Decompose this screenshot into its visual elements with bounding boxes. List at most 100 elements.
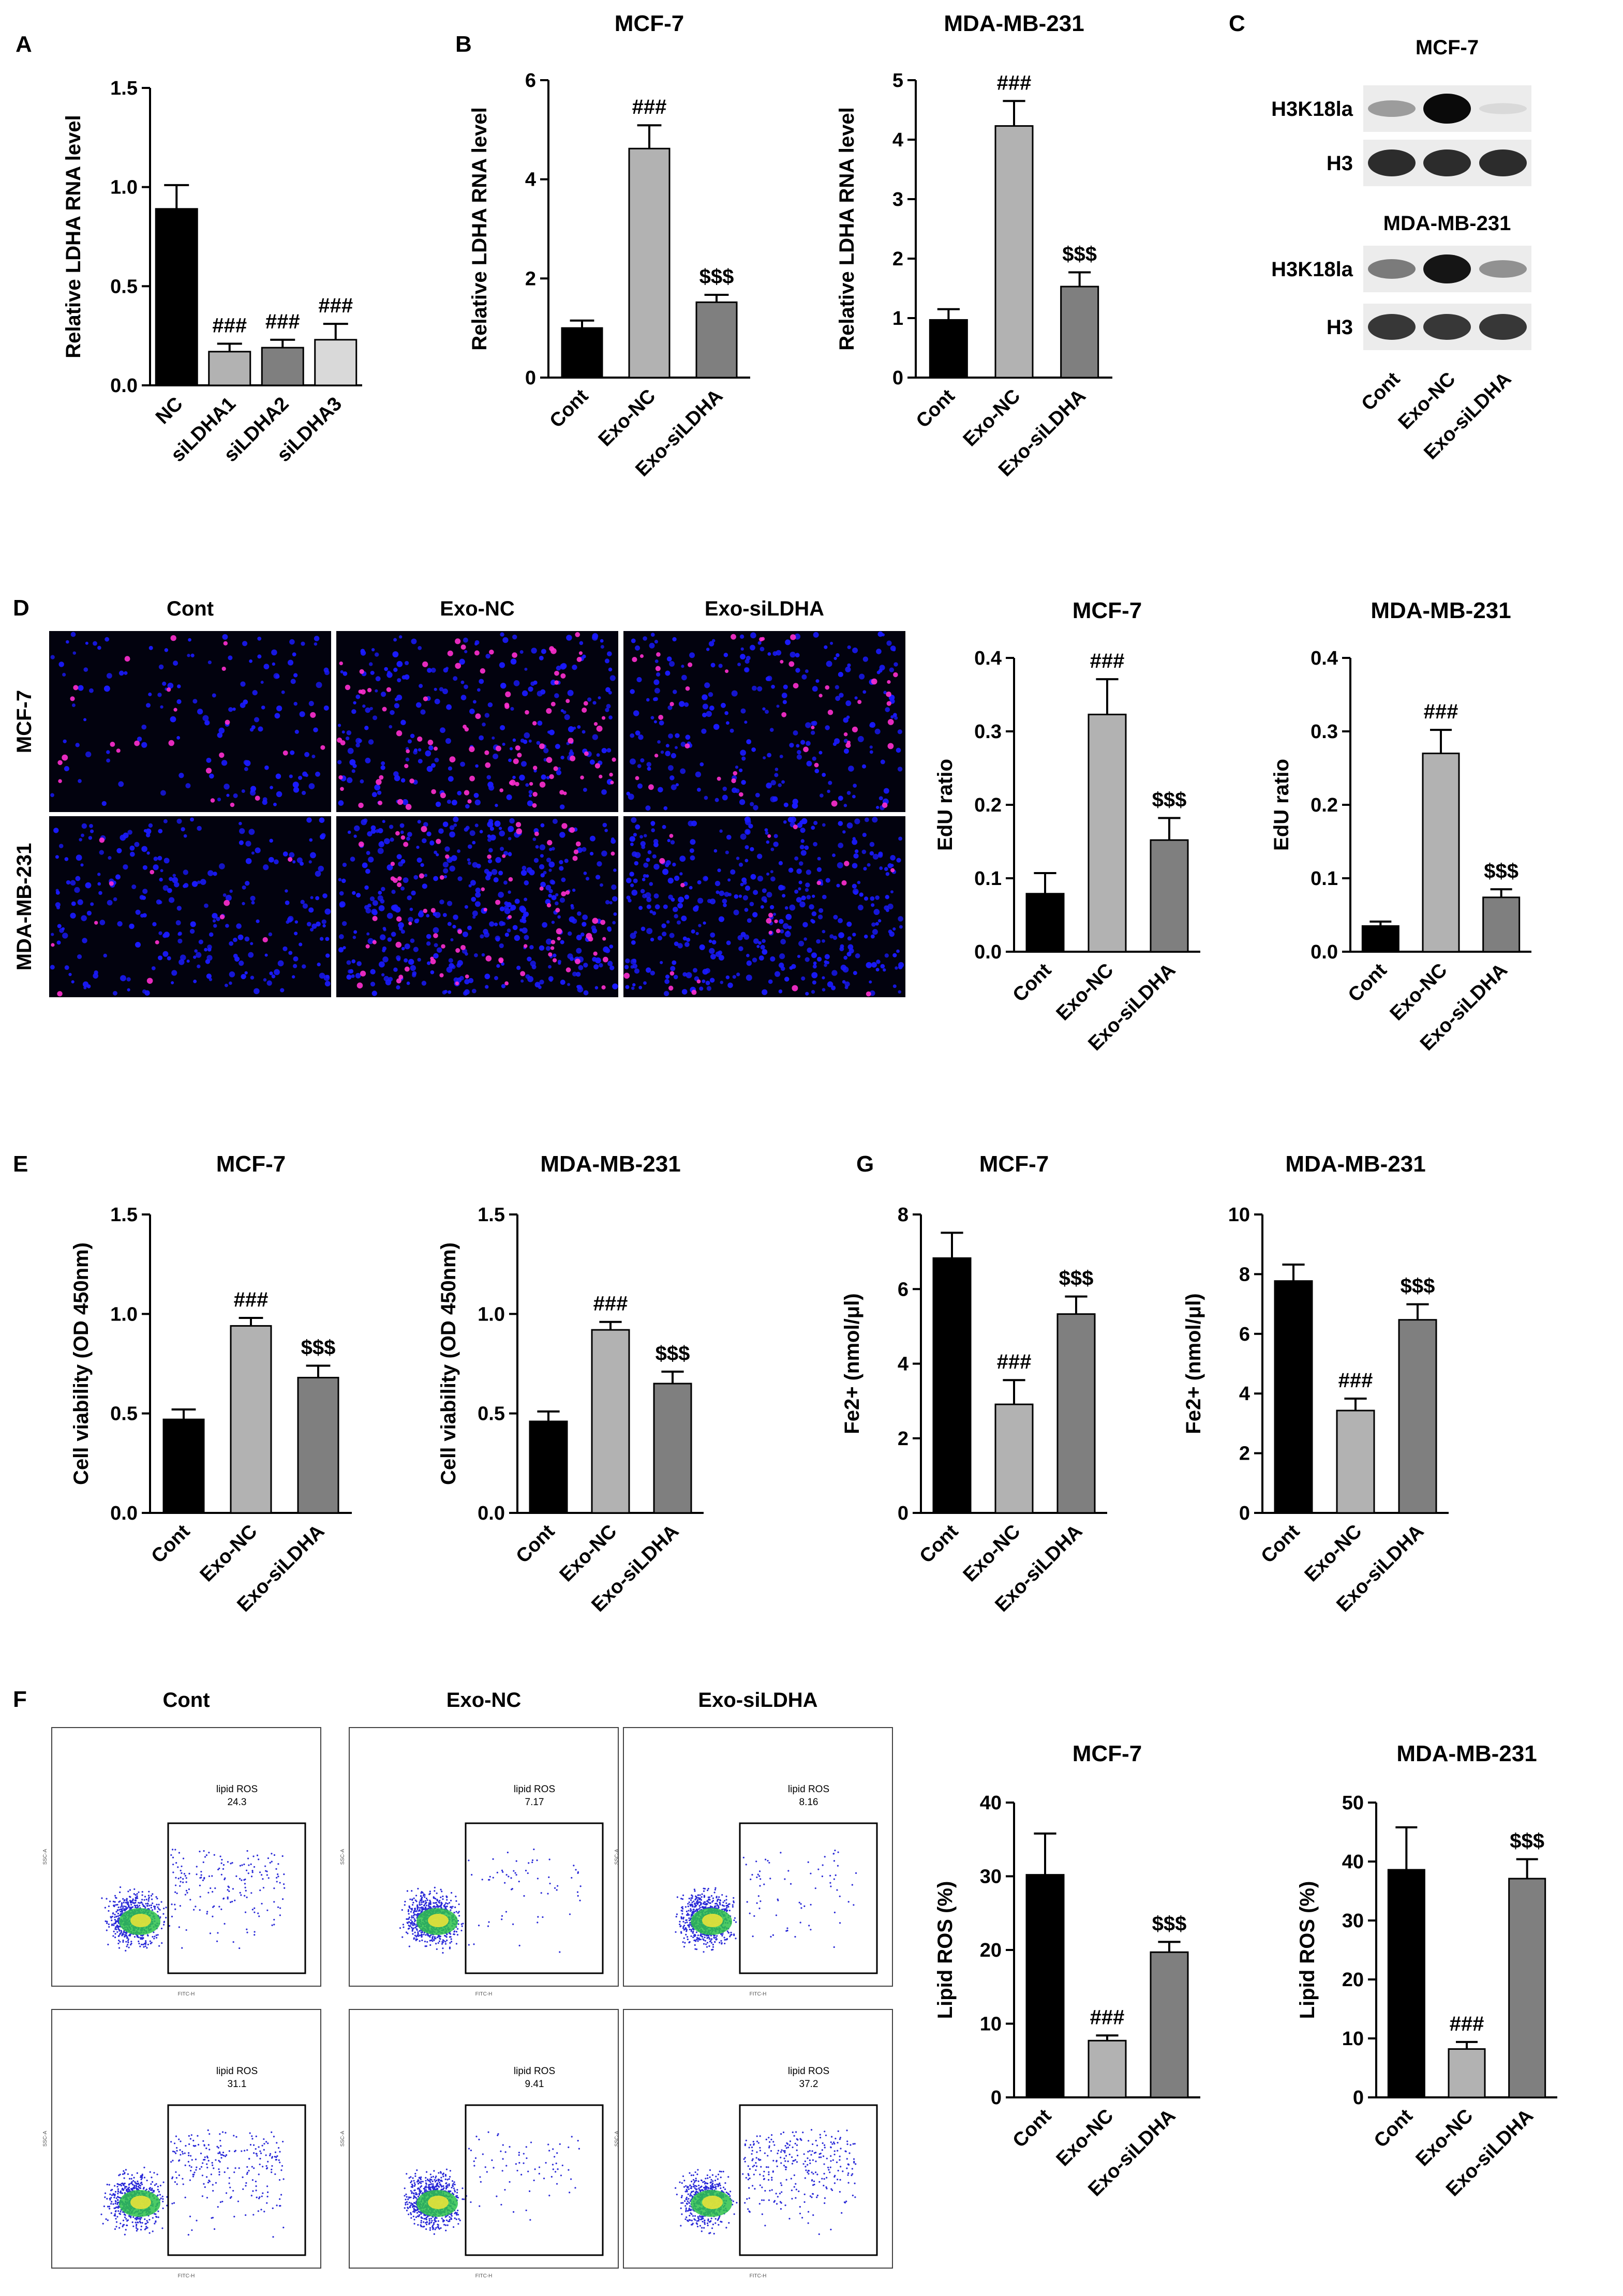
y-axis-label: EdU ratio bbox=[1270, 759, 1293, 851]
blot-group-title: MCF-7 bbox=[1416, 36, 1479, 59]
y-tick-label: 0.5 bbox=[110, 276, 138, 297]
lipid-ros-gate bbox=[167, 1822, 306, 1974]
y-tick-label: 0.0 bbox=[110, 1503, 138, 1524]
y-tick-label: 30 bbox=[1342, 1910, 1364, 1932]
bar-sildha1 bbox=[208, 351, 251, 386]
y-tick-label: 1.0 bbox=[110, 1303, 138, 1325]
y-tick-label: 0.4 bbox=[1311, 648, 1338, 669]
y-tick-label: 2 bbox=[892, 248, 903, 270]
bar-exo-sildha bbox=[297, 1376, 339, 1514]
flow-y-axis-label: SSC-A bbox=[340, 2130, 346, 2147]
x-tick-label: Exo-NC bbox=[1301, 1521, 1366, 1586]
micro-column-title: Cont bbox=[167, 597, 214, 620]
x-tick-label: Cont bbox=[1344, 959, 1391, 1006]
chart-viability-mda: MDA-MB-231 0.0 0.5 1.0 1.5 Cell viability (OD… bbox=[437, 1151, 704, 1616]
chart-title: MDA-MB-231 bbox=[1285, 1151, 1425, 1177]
y-tick-label: 6 bbox=[525, 70, 536, 92]
bar-exo-nc bbox=[1448, 2048, 1486, 2098]
significance-label: ### bbox=[1090, 2006, 1125, 2029]
blot-band bbox=[1368, 149, 1416, 176]
chart-title: MCF-7 bbox=[1073, 598, 1142, 623]
bar-exo-sildha bbox=[653, 1383, 692, 1514]
y-tick-label: 0.2 bbox=[1311, 794, 1338, 816]
x-tick-label: Cont bbox=[1008, 2105, 1055, 2152]
x-tick-label: Cont bbox=[912, 385, 959, 432]
chart-fe2-mda: MDA-MB-231 0 2 4 6 8 10 Fe2+ (nmol/μl) Cont ### Ex… bbox=[1182, 1151, 1449, 1616]
flow-plot: lipid ROS 8.16 FITC-H SSC-A bbox=[614, 1727, 893, 1997]
bar-cont bbox=[929, 319, 968, 379]
blot-band bbox=[1423, 254, 1471, 283]
y-tick-label: 1.5 bbox=[478, 1204, 505, 1226]
microscopy-image bbox=[623, 816, 905, 997]
microscopy-image bbox=[336, 816, 618, 997]
significance-label: ### bbox=[1424, 700, 1458, 723]
y-axis-label: EdU ratio bbox=[934, 759, 957, 851]
x-tick-label: Cont bbox=[1008, 959, 1055, 1006]
flow-plot: lipid ROS 9.41 FITC-H SSC-A bbox=[340, 2009, 619, 2279]
significance-label: $$$ bbox=[1484, 860, 1518, 882]
bar-exo-nc bbox=[1336, 1409, 1375, 1514]
y-tick-label: 8 bbox=[1239, 1264, 1250, 1285]
chart-ldha-rna-mda: MDA-MB-231 0 1 2 3 4 5 Relative LDHA RNA level C… bbox=[836, 11, 1112, 481]
y-tick-label: 40 bbox=[1342, 1851, 1364, 1873]
chart-lipid-ros-mda: MDA-MB-231 0 10 20 30 40 50 Lipid ROS (%) Cont ##… bbox=[1296, 1741, 1557, 2201]
blot-band bbox=[1368, 259, 1416, 279]
flow-y-axis-label: SSC-A bbox=[614, 1849, 620, 1865]
blot-band bbox=[1423, 314, 1471, 340]
bar-exo-sildha bbox=[1482, 896, 1521, 953]
y-axis-label: Fe2+ (nmol/μl) bbox=[1182, 1293, 1205, 1434]
flow-column-title: Exo-NC bbox=[446, 1689, 521, 1712]
significance-label: ### bbox=[632, 96, 667, 118]
significance-label: ### bbox=[593, 1293, 628, 1315]
y-axis-label: Fe2+ (nmol/μl) bbox=[841, 1293, 863, 1434]
gate-percentage: 8.16 bbox=[799, 1797, 818, 1808]
flow-x-axis-label: FITC-H bbox=[750, 2273, 767, 2279]
panel-label-A: A bbox=[16, 32, 32, 57]
y-tick-label: 0 bbox=[1239, 1503, 1250, 1524]
x-tick-label: Exo-NC bbox=[1052, 959, 1118, 1025]
y-tick-label: 0.0 bbox=[110, 375, 138, 397]
significance-label: ### bbox=[234, 1288, 269, 1311]
lipid-ros-gate bbox=[465, 2104, 604, 2256]
y-axis-label: Cell viability (OD 450nm) bbox=[70, 1242, 93, 1485]
y-tick-label: 4 bbox=[525, 169, 536, 191]
y-axis-label: Lipid ROS (%) bbox=[1296, 1881, 1319, 2019]
y-tick-label: 8 bbox=[898, 1204, 909, 1226]
panel-label-C: C bbox=[1229, 11, 1245, 36]
y-axis-label: Relative LDHA RNA level bbox=[836, 107, 858, 351]
y-tick-label: 30 bbox=[980, 1866, 1002, 1888]
lipid-ros-gate bbox=[739, 1822, 878, 1974]
bar-exo-sildha bbox=[1150, 1951, 1189, 2098]
y-tick-label: 0 bbox=[525, 367, 536, 389]
y-tick-label: 2 bbox=[1239, 1443, 1250, 1465]
y-tick-label: 0 bbox=[892, 367, 903, 389]
bar-sildha3 bbox=[314, 339, 358, 386]
x-tick-label: Exo-NC bbox=[1052, 2105, 1118, 2171]
significance-label: ### bbox=[1450, 2013, 1484, 2035]
bar-exo-nc bbox=[1088, 2039, 1127, 2098]
y-tick-label: 0.5 bbox=[110, 1403, 138, 1425]
gate-name: lipid ROS bbox=[788, 2066, 829, 2077]
significance-label: ### bbox=[1338, 1369, 1373, 1392]
chart-lipid-ros-mcf7: MCF-7 0 10 20 30 40 Lipid ROS (%) Cont ### Exo-NC… bbox=[934, 1741, 1200, 2201]
bar-cont bbox=[932, 1257, 972, 1514]
significance-label: ### bbox=[265, 310, 300, 333]
y-tick-label: 50 bbox=[1342, 1792, 1364, 1814]
y-axis-label: Relative LDHA RNA level bbox=[468, 107, 491, 351]
lipid-ros-gate bbox=[739, 2104, 878, 2256]
micro-column-title: Exo-NC bbox=[440, 597, 514, 620]
flow-plot: lipid ROS 31.1 FITC-H SSC-A bbox=[42, 2009, 321, 2279]
panel-label-B: B bbox=[455, 32, 472, 57]
gate-name: lipid ROS bbox=[216, 2066, 258, 2077]
flow-y-axis-label: SSC-A bbox=[614, 2130, 620, 2147]
flow-x-axis-label: FITC-H bbox=[750, 1991, 767, 1997]
microscopy-image bbox=[623, 631, 905, 812]
bar-exo-sildha bbox=[1398, 1319, 1437, 1514]
significance-label: $$$ bbox=[1062, 243, 1097, 265]
bar-cont bbox=[1361, 925, 1399, 953]
flow-y-axis-label: SSC-A bbox=[42, 1849, 48, 1865]
blot-band bbox=[1423, 94, 1471, 124]
y-tick-label: 0.3 bbox=[974, 721, 1002, 743]
y-tick-label: 1.0 bbox=[110, 177, 138, 199]
